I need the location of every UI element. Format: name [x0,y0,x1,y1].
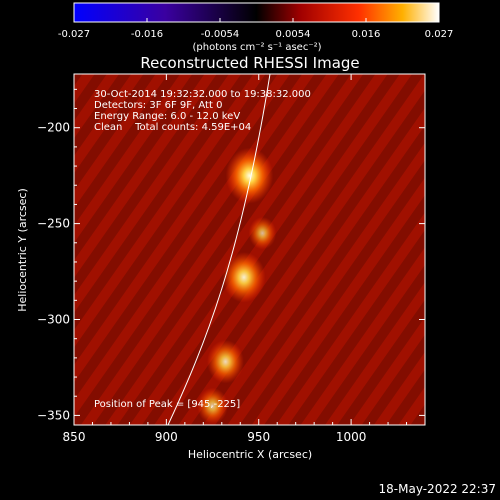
x-tick-label: 900 [155,430,178,444]
source-blob [197,387,228,424]
image-ripples [74,74,425,425]
source-blob [222,252,266,303]
annotation-energy: Energy Range: 6.0 - 12.0 keV [94,111,240,122]
colorbar-units: (photons cm⁻² s⁻¹ asec⁻²) [192,42,321,53]
y-tick-label: −350 [37,408,70,422]
plot-area: 850 900 950 1000 −200 −250 −300 −350 30-Oct-201… [37,73,426,444]
chart-title: Reconstructed RHESSI Image [140,54,359,72]
annotation-counts: Clean Total counts: 4.59E+04 [94,122,251,133]
y-axis-label: Heliocentric Y (arcsec) [16,188,29,312]
axis-ticks: 850 900 950 1000 −200 −250 −300 −350 [37,74,426,444]
source-blob [207,340,244,384]
source-blob [248,216,277,250]
annotation-detectors: Detectors: 3F 6F 9F, Att 0 [94,100,222,111]
colorbar-tick-label: -0.016 [131,29,163,40]
y-tick-label: −200 [37,121,70,135]
colorbar-tick-label: -0.027 [58,29,90,40]
colorbar-tick-label: 0.016 [352,29,381,40]
x-tick-label: 850 [63,430,86,444]
colorbar-ticks: -0.027 -0.016 -0.0054 0.0054 0.016 0.027 [58,18,453,40]
y-tick-label: −300 [37,313,70,327]
colorbar-gradient [73,2,440,23]
peak-position-label: Position of Peak = [945,-225] [94,399,240,410]
source-blob [225,147,274,204]
plot-frame [73,73,426,426]
timestamp: 18-May-2022 22:37 [379,482,496,496]
solar-limb-line [167,74,271,425]
colorbar-tick-label: -0.0054 [201,29,240,40]
x-axis-label: Heliocentric X (arcsec) [188,448,312,461]
sources [197,147,277,424]
colorbar-tick-label: 0.0054 [276,29,311,40]
x-tick-label: 950 [247,430,270,444]
annotation-time: 30-Oct-2014 19:32:32.000 to 19:38:32.000 [94,89,311,100]
colorbar-tick-label: 0.027 [425,29,454,40]
x-tick-label: 1000 [336,430,367,444]
colorbar: -0.027 -0.016 -0.0054 0.0054 0.016 0.027 (pho… [58,2,453,53]
y-tick-label: −250 [37,217,70,231]
